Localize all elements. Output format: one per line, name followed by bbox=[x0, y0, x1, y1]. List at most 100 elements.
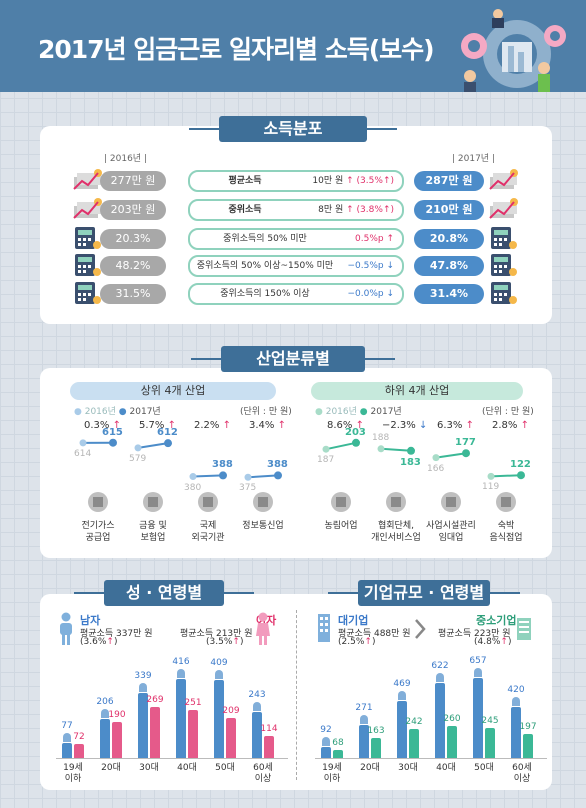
gender-value-a: 416 bbox=[172, 656, 190, 667]
up-arrow-icon: ↑) bbox=[382, 176, 394, 186]
value-2016: 614 bbox=[74, 448, 92, 459]
point-2016 bbox=[487, 472, 495, 480]
income-metric-row: 중위소득 8만 원 ↑ (3.8%↑) bbox=[188, 199, 404, 221]
income-2016-value: 31.5% bbox=[100, 284, 166, 304]
change-value: −0.0%p bbox=[347, 289, 384, 299]
bottom-unit-label: (단위 : 만 원) bbox=[482, 407, 534, 417]
income-2016-value: 203만 원 bbox=[100, 200, 166, 220]
gender-value-b: 72 bbox=[73, 732, 85, 743]
industry-slope-line bbox=[380, 447, 412, 452]
industry-icon bbox=[86, 490, 110, 514]
bottom-industries-header: 하위 4개 산업 bbox=[311, 382, 523, 400]
income-metric-row: 평균소득 10만 원 ↑ (3.5%↑) bbox=[188, 170, 404, 192]
income-metric-label: 평균소득 bbox=[228, 176, 262, 186]
industry-slope bbox=[244, 471, 282, 481]
industry-name: 국제 외국기관 bbox=[191, 521, 225, 543]
point-2017 bbox=[219, 471, 227, 480]
axis-baseline bbox=[56, 758, 288, 759]
gender-bar-b bbox=[74, 744, 84, 758]
value-2016: 187 bbox=[317, 455, 335, 466]
income-right-icon bbox=[488, 225, 518, 251]
pct-value: 2.2% bbox=[194, 420, 220, 431]
company-bar-b bbox=[371, 738, 381, 758]
gender-value-b: 251 bbox=[184, 698, 202, 709]
up-arrow-icon: ↑ bbox=[517, 420, 529, 431]
point-2016 bbox=[189, 473, 197, 481]
industry-change-pct: −2.3% ↓ bbox=[382, 420, 427, 431]
income-metric-change: 8만 원 ↑ (3.8%↑) bbox=[318, 201, 394, 219]
pct-value: 6.3% bbox=[437, 420, 463, 431]
figure-head-icon bbox=[512, 697, 520, 707]
income-left-icon bbox=[72, 252, 102, 278]
income-metric-change: −0.0%p ↓ bbox=[347, 285, 394, 303]
figure-head-icon bbox=[63, 733, 71, 743]
industry-icon bbox=[494, 490, 518, 514]
industry-icon bbox=[384, 490, 408, 514]
figure-head-icon bbox=[322, 736, 330, 746]
gender-bar-b bbox=[226, 718, 236, 758]
point-2017 bbox=[164, 439, 172, 448]
point-2016 bbox=[244, 473, 252, 481]
up-arrow-icon: ↑ bbox=[383, 234, 394, 244]
value-2017: 122 bbox=[510, 459, 531, 471]
company-bar-b bbox=[447, 726, 457, 758]
male-figure-icon bbox=[60, 612, 72, 645]
figure-head-icon bbox=[436, 672, 444, 682]
industry-change-pct: 8.6% ↑ bbox=[327, 420, 364, 431]
income-metric-change: −0.5%p ↓ bbox=[347, 257, 394, 275]
gender-age-label: 30대 bbox=[139, 763, 159, 773]
income-metric-label: 중위소득 bbox=[228, 205, 262, 215]
bottom-legend: ● 2016년 ● 2017년 bbox=[315, 407, 402, 417]
industry-slope bbox=[189, 471, 227, 481]
company-age-label: 40대 bbox=[436, 763, 456, 773]
male-label: 남자 bbox=[80, 614, 101, 627]
gender-age-label: 40대 bbox=[177, 763, 197, 773]
company-bar-a bbox=[435, 682, 445, 758]
gender-section-title: 성 · 연령별 bbox=[74, 580, 254, 606]
industry-icon bbox=[329, 490, 353, 514]
pct-value: 2.8% bbox=[492, 420, 518, 431]
gender-value-b: 190 bbox=[108, 709, 126, 720]
pct-value: 0.3% bbox=[84, 420, 110, 431]
company-bar-a bbox=[511, 707, 521, 758]
industry-icon bbox=[439, 490, 463, 514]
gender-value-a: 243 bbox=[248, 689, 266, 700]
income-2016-value: 277만 원 bbox=[100, 171, 166, 191]
small-company-avg: 평균소득 223만 원 bbox=[438, 629, 511, 639]
industry-slope-line bbox=[325, 441, 357, 451]
gender-value-a: 77 bbox=[61, 721, 73, 732]
figure-head-icon bbox=[215, 670, 223, 680]
pct-value: 3.4% bbox=[249, 420, 275, 431]
large-company-avg: 평균소득 488만 원 bbox=[338, 629, 411, 639]
industry-icon bbox=[141, 490, 165, 514]
value-2016: 380 bbox=[184, 482, 202, 493]
income-metric-row: 중위소득의 150% 이상 −0.0%p ↓ bbox=[188, 283, 404, 305]
large-company-label: 대기업 bbox=[338, 614, 369, 627]
industry-slope-line bbox=[137, 442, 169, 449]
gender-age-label: 20대 bbox=[101, 763, 121, 773]
gender-bar-a bbox=[176, 678, 186, 758]
income-right-icon bbox=[488, 167, 518, 193]
gender-bar-b bbox=[188, 710, 198, 758]
up-arrow-icon: ↑ bbox=[343, 176, 357, 186]
pct-value: −2.3% bbox=[382, 420, 416, 431]
industry-slope-line bbox=[435, 452, 467, 459]
gender-age-label: 50대 bbox=[215, 763, 235, 773]
company-section-title: 기업규모 · 연령별 bbox=[328, 580, 520, 606]
point-2017 bbox=[109, 438, 117, 447]
large-company-change: (2.5%↑) bbox=[338, 637, 376, 647]
up-arrow-icon: ↑ bbox=[343, 205, 357, 215]
company-age-label: 30대 bbox=[398, 763, 418, 773]
pct-value: 5.7% bbox=[139, 420, 165, 431]
income-metric-row: 중위소득의 50% 이상~150% 미만 −0.5%p ↓ bbox=[188, 255, 404, 277]
industry-name: 협회단체, 개인서비스업 bbox=[371, 521, 421, 543]
income-2016-value: 48.2% bbox=[100, 256, 166, 276]
income-right-icon bbox=[488, 196, 518, 222]
company-age-label: 50대 bbox=[474, 763, 494, 773]
income-metric-label: 중위소득의 50% 미만 bbox=[223, 234, 307, 244]
company-bar-b bbox=[485, 728, 495, 758]
page-title: 2017년 임금근로 일자리별 소득(보수) bbox=[38, 35, 435, 64]
company-bar-a bbox=[321, 746, 331, 758]
industry-change-pct: 0.3% ↑ bbox=[84, 420, 121, 431]
gender-value-a: 409 bbox=[210, 658, 228, 669]
